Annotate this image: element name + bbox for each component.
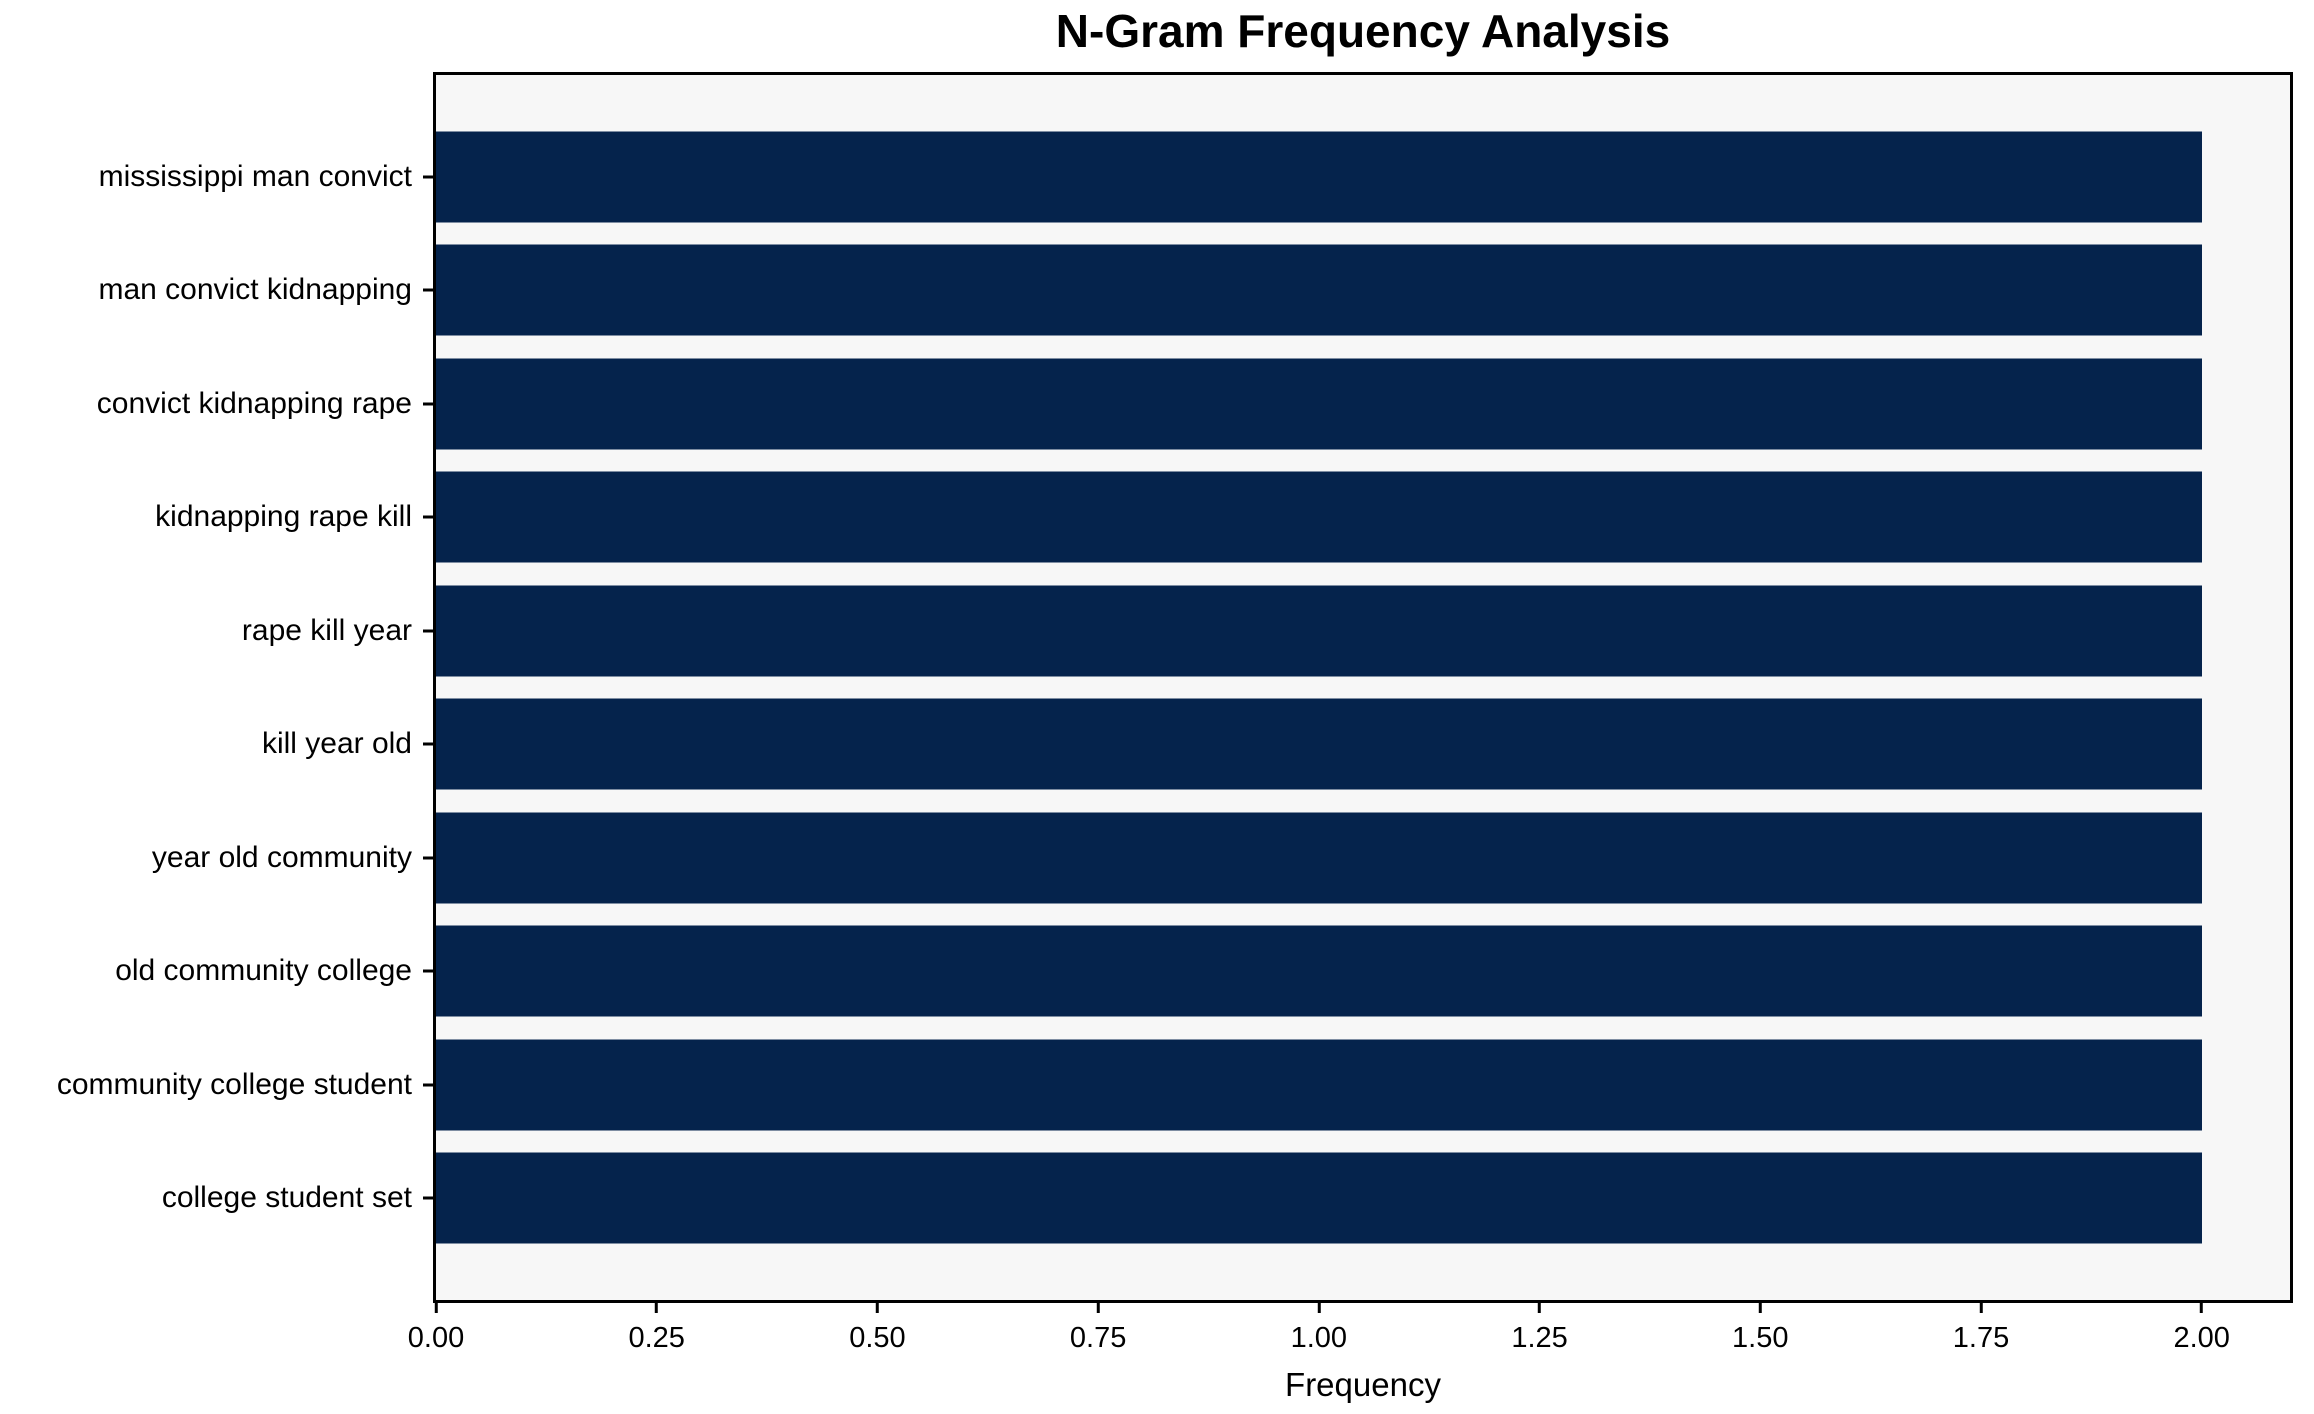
- x-tick: 0.75: [1070, 1303, 1126, 1355]
- bar: [436, 1152, 2202, 1244]
- y-tick-label: community college student: [56, 1067, 412, 1101]
- bar: [436, 925, 2202, 1017]
- bar-row: man convict kidnapping: [98, 234, 2290, 348]
- y-tick-mark: [423, 288, 433, 292]
- y-tick-label: old community college: [115, 954, 412, 988]
- bar-row: kidnapping rape kill: [155, 461, 2290, 575]
- bar-row: rape kill year: [242, 574, 2290, 688]
- y-tick-label: rape kill year: [241, 613, 412, 647]
- y-tick-label: kidnapping rape kill: [155, 500, 412, 534]
- bar-row: kill year old: [262, 688, 2290, 802]
- bar-row: college student set: [162, 1142, 2290, 1256]
- x-axis-label: Frequency: [1285, 1366, 1441, 1403]
- x-tick: 1.25: [1511, 1303, 1568, 1355]
- x-tick-mark: [2200, 1303, 2204, 1313]
- y-tick-mark: [423, 629, 433, 633]
- x-tick-mark: [1538, 1303, 1542, 1313]
- y-tick-label: man convict kidnapping: [98, 273, 412, 307]
- x-tick: 2.00: [2173, 1303, 2230, 1355]
- y-tick-mark: [423, 856, 433, 860]
- x-tick-mark: [1317, 1303, 1321, 1313]
- bar: [436, 698, 2202, 790]
- bar-row: year old community: [152, 801, 2290, 915]
- y-tick-mark: [423, 742, 433, 746]
- y-tick-mark: [423, 402, 433, 406]
- y-tick-mark: [423, 515, 433, 519]
- bar-row: community college student: [57, 1028, 2290, 1142]
- x-tick-label: 1.50: [1732, 1322, 1789, 1354]
- bar-row: old community college: [115, 915, 2290, 1029]
- x-tick-label: 1.75: [1952, 1322, 2010, 1354]
- bar: [436, 244, 2202, 336]
- bar: [436, 358, 2202, 450]
- x-tick: 1.00: [1291, 1303, 1347, 1355]
- y-tick-mark: [423, 1083, 433, 1087]
- x-tick-mark: [1758, 1303, 1762, 1313]
- x-tick-mark: [655, 1303, 659, 1313]
- x-tick: 1.50: [1732, 1303, 1789, 1355]
- x-tick-label: 0.75: [1069, 1322, 1127, 1354]
- y-tick-label: college student set: [161, 1181, 412, 1215]
- bar: [436, 585, 2202, 677]
- y-tick-label: mississippi man convict: [98, 159, 412, 193]
- chart-title: N-Gram Frequency Analysis: [1055, 5, 1671, 57]
- bar: [436, 471, 2202, 563]
- y-tick-mark: [423, 175, 433, 179]
- x-tick: 0.00: [408, 1303, 464, 1355]
- y-tick-mark: [423, 969, 433, 973]
- x-tick: 1.75: [1953, 1303, 2009, 1355]
- x-tick-label: 2.00: [2173, 1322, 2230, 1354]
- y-tick-label: kill year old: [261, 727, 412, 761]
- y-tick-label: convict kidnapping rape: [96, 386, 412, 420]
- x-tick-mark: [1096, 1303, 1100, 1313]
- bar-row: mississippi man convict: [99, 120, 2290, 234]
- bars-container: mississippi man convict man convict kidna…: [57, 75, 2290, 1300]
- y-tick-label: year old community: [151, 840, 412, 874]
- bar: [436, 131, 2202, 223]
- x-tick-mark: [875, 1303, 879, 1313]
- x-tick-label: 1.25: [1511, 1322, 1568, 1354]
- bar-row: convict kidnapping rape: [97, 347, 2290, 461]
- x-tick-label: 0.50: [849, 1322, 906, 1354]
- x-tick: 0.50: [849, 1303, 906, 1355]
- x-axis: 0.00 0.25 0.50 0.75 1.00 1.25 1.50 1.75 2.00: [408, 1303, 2290, 1373]
- x-tick: 0.25: [628, 1303, 685, 1355]
- x-tick-label: 0.25: [628, 1322, 685, 1354]
- y-tick-mark: [423, 1196, 433, 1200]
- bar: [436, 812, 2202, 904]
- x-tick-label: 0.00: [407, 1322, 465, 1354]
- x-tick-mark: [1979, 1303, 1983, 1313]
- bar: [436, 1039, 2202, 1131]
- x-tick-mark: [434, 1303, 438, 1313]
- x-tick-label: 1.00: [1290, 1322, 1348, 1354]
- plot-area: mississippi man convict man convict kidna…: [57, 72, 2293, 1303]
